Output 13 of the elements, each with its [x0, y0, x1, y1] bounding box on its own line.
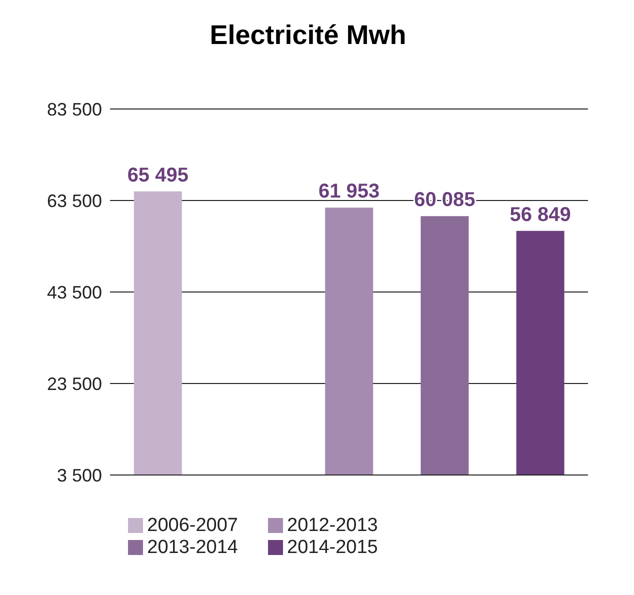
y-tick-label: 83 500	[46, 99, 102, 120]
legend-label: 2006-2007	[147, 515, 238, 536]
data-label: 56 849	[510, 204, 571, 226]
y-tick-label: 23 500	[46, 374, 102, 394]
legend-label: 2014-2015	[287, 537, 378, 558]
legend-label: 2012-2013	[287, 515, 378, 536]
y-tick-label: 63 500	[46, 190, 102, 211]
y-tick-label: 3 500	[56, 465, 102, 486]
y-tick-label: 43 500	[46, 282, 102, 302]
data-label: 61 953	[318, 180, 380, 203]
chart-title: Electricité Mwh	[208, 20, 408, 51]
legend-label: 2013-2014	[147, 537, 238, 558]
data-label: 65 495	[127, 164, 188, 186]
